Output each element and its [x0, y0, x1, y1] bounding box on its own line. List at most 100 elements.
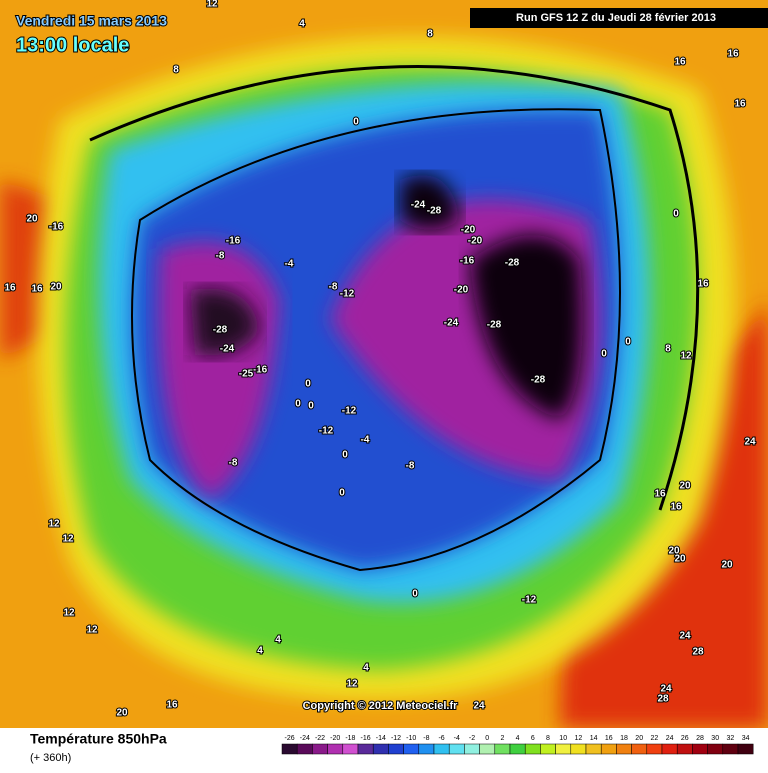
legend-label: -2	[469, 735, 475, 742]
legend-swatch	[707, 743, 724, 755]
contour-label: -4	[361, 435, 370, 446]
contour-label: 16	[654, 489, 666, 500]
legend-label: 32	[727, 735, 735, 742]
legend-label: 30	[711, 735, 719, 742]
legend-label: 0	[485, 735, 489, 742]
contour-label: 4	[275, 635, 281, 646]
legend-swatch	[524, 743, 541, 755]
legend-swatch	[555, 743, 572, 755]
contour-label: 12	[206, 0, 218, 10]
contour-label: 12	[680, 351, 692, 362]
contour-label: -16	[460, 256, 475, 267]
contour-label: 16	[4, 283, 16, 294]
contour-label: -28	[427, 206, 442, 217]
legend-swatch	[464, 743, 480, 755]
legend-label: 10	[559, 735, 567, 742]
contour-label: 28	[692, 647, 704, 658]
legend-swatch	[388, 743, 404, 755]
contour-label: 24	[473, 701, 485, 712]
contour-label: -20	[461, 225, 476, 236]
contour-label: -16	[226, 236, 241, 247]
legend-label: 26	[681, 735, 689, 742]
legend-label: -16	[361, 735, 371, 742]
legend-swatch	[448, 743, 465, 755]
contour-label: -24	[411, 200, 426, 211]
legend-label: 34	[742, 735, 750, 742]
contour-label: -20	[454, 285, 469, 296]
legend-label: 4	[516, 735, 520, 742]
legend-label: -10	[406, 735, 416, 742]
legend-swatch	[479, 743, 496, 755]
contour-label: 20	[721, 560, 733, 571]
contour-label: 0	[673, 209, 679, 220]
contour-label: 20	[674, 554, 686, 565]
legend-swatch	[433, 743, 450, 755]
contour-label: 28	[657, 694, 669, 705]
legend-label: 22	[651, 735, 659, 742]
contour-label: -16	[253, 365, 268, 376]
footer-lead: (+ 360h)	[30, 752, 71, 764]
contour-label: -28	[531, 375, 546, 386]
legend-swatch	[540, 743, 556, 755]
contour-label: 12	[62, 534, 74, 545]
contour-label: 16	[697, 279, 709, 290]
contour-label: -28	[487, 320, 502, 331]
time: 13:00 locale	[16, 34, 129, 56]
contour-label: 8	[173, 65, 179, 76]
legend-swatch	[600, 743, 617, 755]
legend-swatch	[631, 743, 648, 755]
contour-label: 12	[346, 679, 358, 690]
legend-label: -20	[330, 735, 340, 742]
contour-label: 12	[48, 519, 60, 530]
legend-label: 6	[531, 735, 535, 742]
contour-label: -24	[220, 344, 235, 355]
contour-label: 0	[295, 399, 301, 410]
contour-label: -4	[285, 259, 294, 270]
legend-label: -4	[454, 735, 460, 742]
date: Vendredi 15 mars 2013	[16, 13, 167, 29]
legend-swatch	[509, 743, 526, 755]
contour-label: 16	[31, 284, 43, 295]
contour-label: 8	[665, 344, 671, 355]
legend-label: -6	[438, 735, 444, 742]
contour-label: 12	[63, 608, 75, 619]
contour-label: 0	[601, 349, 607, 360]
legend-swatch	[692, 743, 708, 755]
legend-label: -12	[391, 735, 401, 742]
contour-label: 20	[50, 282, 62, 293]
contour-label: 0	[342, 450, 348, 461]
contour-label: 16	[166, 700, 178, 711]
legend-label: -22	[315, 735, 325, 742]
contour-label: 20	[679, 481, 691, 492]
legend-swatch	[418, 743, 435, 755]
copyright: Copyright © 2012 Meteociel.fr	[303, 700, 459, 712]
contour-label: -12	[319, 426, 334, 437]
contour-label: 4	[363, 663, 369, 674]
legend-label: 28	[696, 735, 704, 742]
contour-label: -12	[342, 406, 357, 417]
legend-swatch	[570, 743, 587, 755]
legend-swatch	[281, 743, 298, 755]
legend-swatch	[312, 743, 328, 755]
legend-swatch	[722, 743, 739, 755]
contour-label: 0	[339, 488, 345, 499]
contour-label: 0	[308, 401, 314, 412]
contour-label: -16	[49, 222, 64, 233]
contour-label: -8	[229, 458, 238, 469]
contour-label: 0	[305, 379, 311, 390]
contour-label: 16	[727, 49, 739, 60]
contour-label: 12	[86, 625, 98, 636]
legend-swatch	[646, 743, 663, 755]
legend-swatch	[676, 743, 693, 755]
legend-label: 14	[590, 735, 598, 742]
contour-label: 24	[744, 437, 756, 448]
legend-label: -18	[345, 735, 355, 742]
legend-label: 18	[620, 735, 628, 742]
legend-label: 24	[666, 735, 674, 742]
temperature-field	[0, 0, 768, 728]
contour-label: 24	[660, 684, 672, 695]
contour-label: 4	[299, 19, 305, 30]
contour-label: -28	[213, 325, 228, 336]
legend-swatch	[327, 743, 344, 755]
